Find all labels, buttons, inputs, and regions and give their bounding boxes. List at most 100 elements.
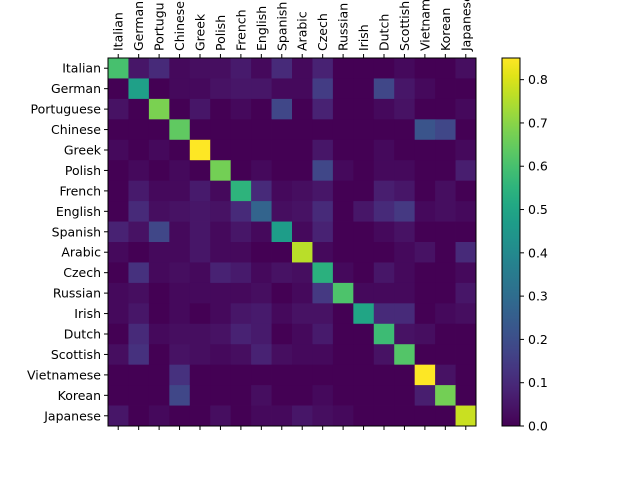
heatmap-cell <box>230 98 252 120</box>
heatmap-cell <box>455 405 477 427</box>
heatmap-cell <box>312 139 334 161</box>
heatmap-cell <box>271 78 293 100</box>
heatmap-cell <box>148 119 170 141</box>
heatmap-cell <box>312 98 334 120</box>
x-tick-label: Scottish <box>397 1 412 51</box>
heatmap-cell <box>455 364 477 386</box>
heatmap-cell <box>148 405 170 427</box>
heatmap-cell <box>455 58 477 79</box>
heatmap-cell <box>271 262 293 284</box>
x-tick-label: German <box>131 1 146 51</box>
heatmap-cell <box>292 221 313 243</box>
heatmap-cell <box>312 58 334 79</box>
heatmap-cell <box>394 242 416 263</box>
heatmap-cell <box>128 119 150 141</box>
y-tick-label: Czech <box>63 265 101 280</box>
heatmap-cell <box>312 344 334 366</box>
heatmap-cell <box>108 139 129 161</box>
heatmap-cell <box>128 303 150 325</box>
heatmap-cell <box>353 160 375 182</box>
colorbar-frame <box>501 57 521 427</box>
x-tick-label: Korean <box>438 8 453 51</box>
heatmap-cell <box>210 78 232 100</box>
heatmap-cell <box>251 139 272 161</box>
heatmap-cell <box>414 364 436 386</box>
heatmap-cell <box>332 385 354 406</box>
heatmap-cell <box>435 160 456 182</box>
heatmap-cell <box>271 405 293 427</box>
heatmap-cell <box>414 262 436 284</box>
heatmap-cell <box>230 262 252 284</box>
heatmap-cell <box>251 344 272 366</box>
heatmap-cell <box>455 119 477 141</box>
heatmap-cell <box>169 282 191 304</box>
heatmap-cell <box>210 221 232 243</box>
heatmap-cell <box>353 139 375 161</box>
heatmap-cell <box>455 201 477 222</box>
heatmap-cell <box>251 78 272 100</box>
heatmap-cell <box>189 323 211 345</box>
heatmap-cell <box>169 58 191 79</box>
heatmap-cell <box>108 78 129 100</box>
heatmap-cell <box>189 242 211 263</box>
heatmap-cell <box>312 385 334 406</box>
heatmap-cell <box>271 201 293 222</box>
colorbar-tick-label: 0.8 <box>528 72 548 87</box>
heatmap-cell <box>128 98 150 120</box>
heatmap-cell <box>108 201 129 222</box>
heatmap-cell <box>251 262 272 284</box>
heatmap-cell <box>435 385 456 406</box>
heatmap-cell <box>353 201 375 222</box>
heatmap-cell <box>169 139 191 161</box>
heatmap-cell <box>169 344 191 366</box>
heatmap-cell <box>332 282 354 304</box>
heatmap-cell <box>414 385 436 406</box>
heatmap-cell <box>230 364 252 386</box>
heatmap-cell <box>230 221 252 243</box>
heatmap-cell <box>148 323 170 345</box>
heatmap-cell <box>108 58 129 79</box>
heatmap-cell <box>373 119 395 141</box>
heatmap-cell <box>373 303 395 325</box>
heatmap-cell <box>148 201 170 222</box>
heatmap-cell <box>373 58 395 79</box>
y-tick-label: Vietnamese <box>27 367 101 382</box>
heatmap-cell <box>169 242 191 263</box>
heatmap-cell <box>414 201 436 222</box>
heatmap-cell <box>251 364 272 386</box>
heatmap-cell <box>128 139 150 161</box>
heatmap-cell <box>128 323 150 345</box>
heatmap-cell <box>148 180 170 202</box>
heatmap-cell <box>251 323 272 345</box>
heatmap-cell <box>373 201 395 222</box>
heatmap-frame <box>107 57 477 427</box>
heatmap-cell <box>435 180 456 202</box>
heatmap-cell <box>455 282 477 304</box>
heatmap-cell <box>210 282 232 304</box>
heatmap-cell <box>230 139 252 161</box>
heatmap-cell <box>271 58 293 79</box>
heatmap-cell <box>373 78 395 100</box>
heatmap-cell <box>148 98 170 120</box>
heatmap-cell <box>128 221 150 243</box>
heatmap-cell <box>108 119 129 141</box>
heatmap-cell <box>189 262 211 284</box>
heatmap-cell <box>148 160 170 182</box>
heatmap-cell <box>271 344 293 366</box>
heatmap-cell <box>332 58 354 79</box>
heatmap-cell <box>332 262 354 284</box>
heatmap-cells <box>108 58 477 427</box>
heatmap-cell <box>394 344 416 366</box>
x-tick-label: English <box>254 6 269 51</box>
heatmap-cell <box>292 282 313 304</box>
heatmap-cell <box>210 242 232 263</box>
y-tick-label: Spanish <box>52 224 101 239</box>
heatmap-cell <box>353 242 375 263</box>
x-tick-label: Russian <box>336 3 351 51</box>
y-tick-label: Chinese <box>51 122 101 137</box>
heatmap-cell <box>292 323 313 345</box>
heatmap-cell <box>189 160 211 182</box>
heatmap-cell <box>292 303 313 325</box>
x-tick-label: Spanish <box>274 2 289 51</box>
heatmap-cell <box>312 405 334 427</box>
